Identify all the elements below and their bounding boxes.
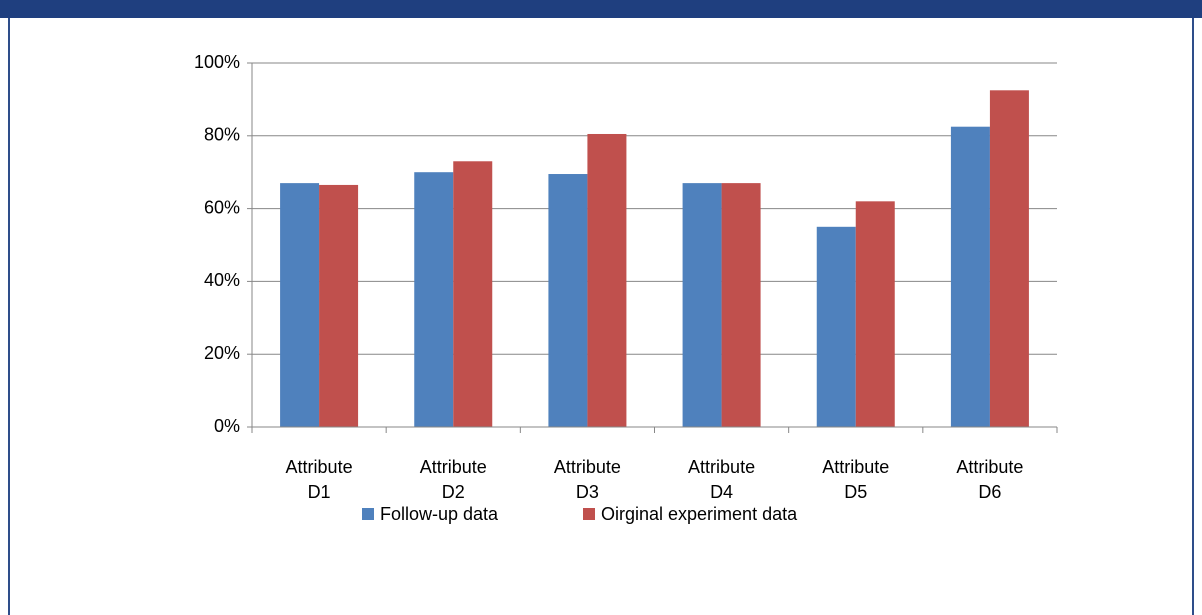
bar <box>721 183 761 427</box>
x-tick-line: D4 <box>710 482 733 502</box>
bar <box>682 183 722 427</box>
x-tick-line: Attribute <box>286 457 353 477</box>
bar <box>280 183 320 427</box>
bar <box>816 226 856 427</box>
x-tick-line: D3 <box>576 482 599 502</box>
legend-swatch <box>362 508 374 520</box>
x-tick-label: Attribute D1 <box>286 457 353 502</box>
y-tick-label: 0% <box>214 416 240 436</box>
bar <box>587 133 627 428</box>
x-tick-line: D5 <box>844 482 867 502</box>
header-bar <box>0 0 1202 18</box>
x-tick-line: D2 <box>442 482 465 502</box>
bar <box>414 172 454 427</box>
x-tick-label: Attribute D6 <box>956 457 1023 502</box>
legend-label: Oirginal experiment data <box>601 504 798 524</box>
legend-label: Follow-up data <box>380 504 499 524</box>
y-tick-label: 20% <box>204 343 240 363</box>
x-tick-line: D1 <box>308 482 331 502</box>
x-tick-label: Attribute D3 <box>554 457 621 502</box>
y-tick-label: 80% <box>204 125 240 145</box>
y-tick-label: 40% <box>204 270 240 290</box>
x-tick-label: Attribute D5 <box>822 457 889 502</box>
x-tick-line: Attribute <box>554 457 621 477</box>
bar <box>855 201 895 427</box>
bar <box>950 126 990 427</box>
legend-swatch <box>583 508 595 520</box>
y-tick-label: 60% <box>204 197 240 217</box>
bar <box>453 161 493 427</box>
y-tick-label: 100% <box>194 52 240 72</box>
x-tick-line: D6 <box>978 482 1001 502</box>
x-tick-line: Attribute <box>688 457 755 477</box>
bar <box>548 174 588 427</box>
x-tick-label: Attribute D2 <box>420 457 487 502</box>
bar <box>989 90 1029 428</box>
x-tick-line: Attribute <box>420 457 487 477</box>
x-tick-line: Attribute <box>822 457 889 477</box>
x-tick-line: Attribute <box>956 457 1023 477</box>
bar <box>319 184 359 427</box>
x-tick-label: Attribute D4 <box>688 457 755 502</box>
